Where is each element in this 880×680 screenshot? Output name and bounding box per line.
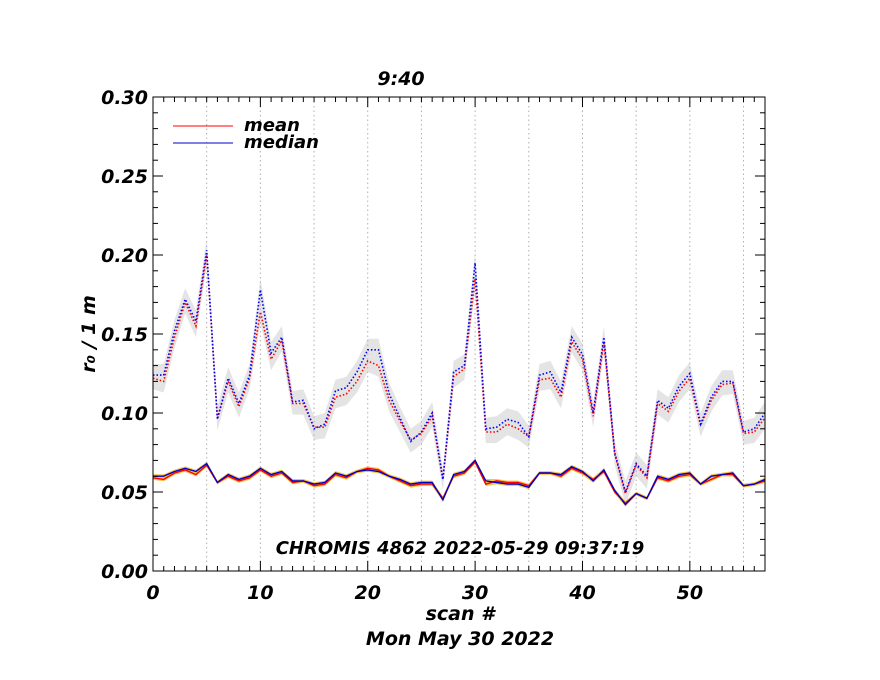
vertical-grid [206, 97, 745, 571]
x-tick-label: 40 [568, 582, 595, 604]
legend-label-mean: mean [244, 115, 300, 136]
series-line-mean-dotted [152, 254, 766, 497]
x-tick-label: 30 [462, 582, 488, 604]
plot-frame [152, 96, 766, 572]
y-tick-label: 0.30 [101, 87, 148, 109]
date-label: Mon May 30 2022 [366, 628, 554, 650]
y-tick-label: 0.15 [101, 324, 148, 346]
series-line-mean-solid [152, 460, 766, 505]
x-tick-label: 10 [247, 582, 273, 604]
legend: mean median [173, 115, 319, 153]
y-tick-label: 0.00 [101, 561, 148, 583]
data-series [152, 250, 766, 506]
y-tick-label: 0.25 [101, 166, 148, 188]
lower-spread-band [153, 458, 765, 507]
y-axis-label: r₀ / 1 m [78, 295, 100, 373]
axis-ticks [152, 96, 766, 572]
y-tick-label: 0.05 [101, 482, 148, 504]
annotation: CHROMIS 4862 2022-05-29 09:37:19 [276, 538, 645, 559]
x-tick-label: 50 [677, 582, 703, 604]
y-tick-label: 0.20 [101, 245, 148, 267]
x-tick-label: 0 [146, 582, 159, 604]
x-tick-label: 20 [355, 582, 381, 604]
chart-title: 9:40 [377, 68, 424, 90]
legend-label-median: median [244, 132, 319, 153]
series-line-median-solid [153, 459, 766, 506]
series-line-median-dotted [153, 250, 766, 495]
x-axis-label: scan # [426, 603, 497, 625]
tick-labels: 0 10 20 30 40 50 0.00 0.05 0.10 0.15 0.20 0.25 0.30 [101, 87, 703, 604]
y-tick-label: 0.10 [101, 403, 148, 425]
